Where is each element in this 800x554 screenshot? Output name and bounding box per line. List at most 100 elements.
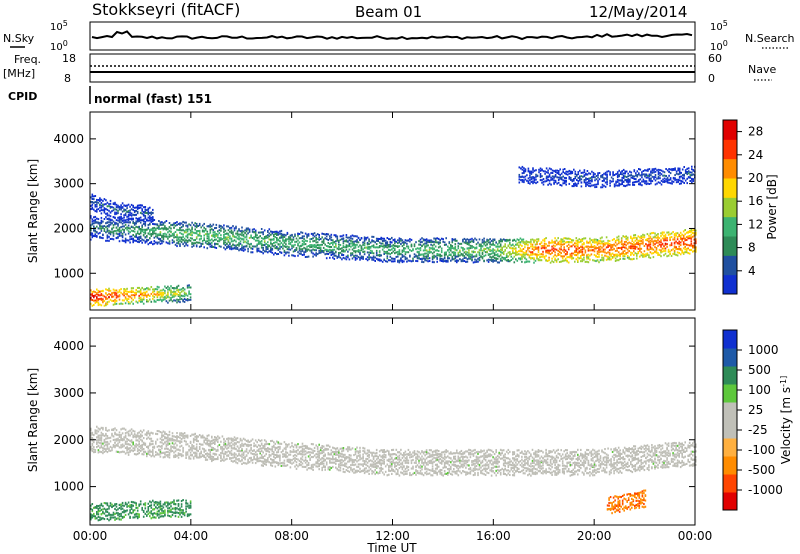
data-cell bbox=[451, 247, 454, 250]
data-cell bbox=[223, 448, 225, 451]
data-cell bbox=[114, 230, 116, 232]
data-cell bbox=[499, 243, 502, 246]
data-cell bbox=[665, 175, 667, 178]
data-cell bbox=[548, 249, 550, 252]
data-cell bbox=[521, 249, 523, 252]
data-cell bbox=[416, 260, 419, 263]
data-cell bbox=[555, 243, 558, 246]
data-cell bbox=[409, 240, 411, 243]
data-cell bbox=[573, 178, 575, 180]
data-cell bbox=[168, 296, 171, 299]
data-cell bbox=[378, 241, 381, 244]
data-cell bbox=[129, 290, 131, 293]
data-cell bbox=[580, 171, 583, 174]
data-cell bbox=[179, 449, 181, 452]
data-cell bbox=[277, 238, 280, 241]
data-cell bbox=[273, 235, 275, 238]
data-cell bbox=[165, 287, 168, 289]
data-cell bbox=[191, 221, 193, 224]
data-cell bbox=[496, 257, 499, 260]
data-cell bbox=[185, 235, 187, 238]
data-cell bbox=[628, 256, 630, 259]
data-cell bbox=[598, 255, 600, 258]
data-cell bbox=[232, 225, 234, 228]
data-cell bbox=[167, 292, 169, 295]
data-cell bbox=[179, 442, 181, 445]
data-cell bbox=[572, 239, 575, 242]
data-cell bbox=[454, 243, 457, 246]
data-cell bbox=[530, 180, 533, 183]
data-cell bbox=[660, 183, 663, 186]
data-cell bbox=[129, 447, 131, 450]
data-cell bbox=[545, 167, 548, 170]
data-cell bbox=[559, 168, 561, 171]
data-cell bbox=[318, 236, 320, 239]
data-cell bbox=[130, 300, 133, 303]
data-cell bbox=[687, 244, 689, 247]
noise-panel: N.Sky 105 100 105 100 N.Search bbox=[3, 19, 795, 53]
data-cell bbox=[610, 180, 613, 183]
data-cell bbox=[215, 438, 218, 441]
data-cell bbox=[136, 444, 139, 447]
data-cell bbox=[596, 247, 599, 249]
data-cell bbox=[115, 296, 118, 299]
data-cell bbox=[677, 180, 679, 183]
data-cell bbox=[282, 239, 284, 242]
data-cell bbox=[330, 236, 333, 239]
data-cell bbox=[173, 454, 175, 457]
data-cell bbox=[545, 180, 548, 183]
data-cell bbox=[185, 453, 187, 456]
data-cell bbox=[114, 211, 116, 214]
data-cell bbox=[529, 176, 531, 179]
data-cell bbox=[548, 175, 551, 178]
data-cell bbox=[386, 246, 389, 249]
data-cell bbox=[590, 239, 593, 242]
data-cell bbox=[204, 437, 207, 440]
data-cell bbox=[139, 228, 142, 230]
data-cell bbox=[638, 183, 640, 186]
data-cell bbox=[437, 241, 440, 244]
data-cell bbox=[118, 208, 121, 211]
data-cell bbox=[555, 260, 558, 263]
data-cell bbox=[512, 252, 514, 254]
data-cell bbox=[146, 296, 148, 298]
data-cell bbox=[130, 212, 133, 215]
data-cell bbox=[670, 242, 673, 245]
data-cell bbox=[389, 238, 392, 241]
data-cell bbox=[524, 175, 527, 178]
data-cell bbox=[127, 239, 130, 242]
data-cell bbox=[306, 240, 308, 243]
data-cell bbox=[670, 232, 673, 235]
data-cell bbox=[179, 239, 181, 242]
data-cell bbox=[603, 184, 605, 187]
data-cell bbox=[641, 176, 643, 179]
data-cell bbox=[577, 256, 579, 259]
data-cell bbox=[115, 211, 118, 214]
data-cell bbox=[206, 458, 209, 461]
data-cell bbox=[206, 225, 209, 228]
data-cell bbox=[298, 252, 301, 255]
data-cell bbox=[660, 169, 663, 172]
data-cell bbox=[657, 252, 659, 255]
data-cell bbox=[253, 228, 255, 231]
data-cell bbox=[127, 443, 130, 446]
data-cell bbox=[518, 257, 520, 260]
data-cell bbox=[688, 248, 691, 251]
data-cell bbox=[339, 235, 342, 238]
data-cell bbox=[578, 241, 581, 244]
data-cell bbox=[690, 230, 693, 233]
data-cell bbox=[136, 447, 139, 450]
data-cell bbox=[631, 245, 634, 248]
data-cell bbox=[404, 247, 407, 250]
data-cell bbox=[557, 176, 560, 179]
data-cell bbox=[108, 235, 110, 238]
data-cell bbox=[583, 253, 585, 256]
data-cell bbox=[124, 214, 127, 217]
data-cell bbox=[377, 246, 379, 249]
data-cell bbox=[641, 184, 643, 187]
data-cell bbox=[692, 246, 694, 249]
data-cell bbox=[571, 257, 573, 260]
data-cell bbox=[472, 255, 475, 258]
data-cell bbox=[173, 290, 175, 293]
data-cell bbox=[164, 453, 166, 456]
